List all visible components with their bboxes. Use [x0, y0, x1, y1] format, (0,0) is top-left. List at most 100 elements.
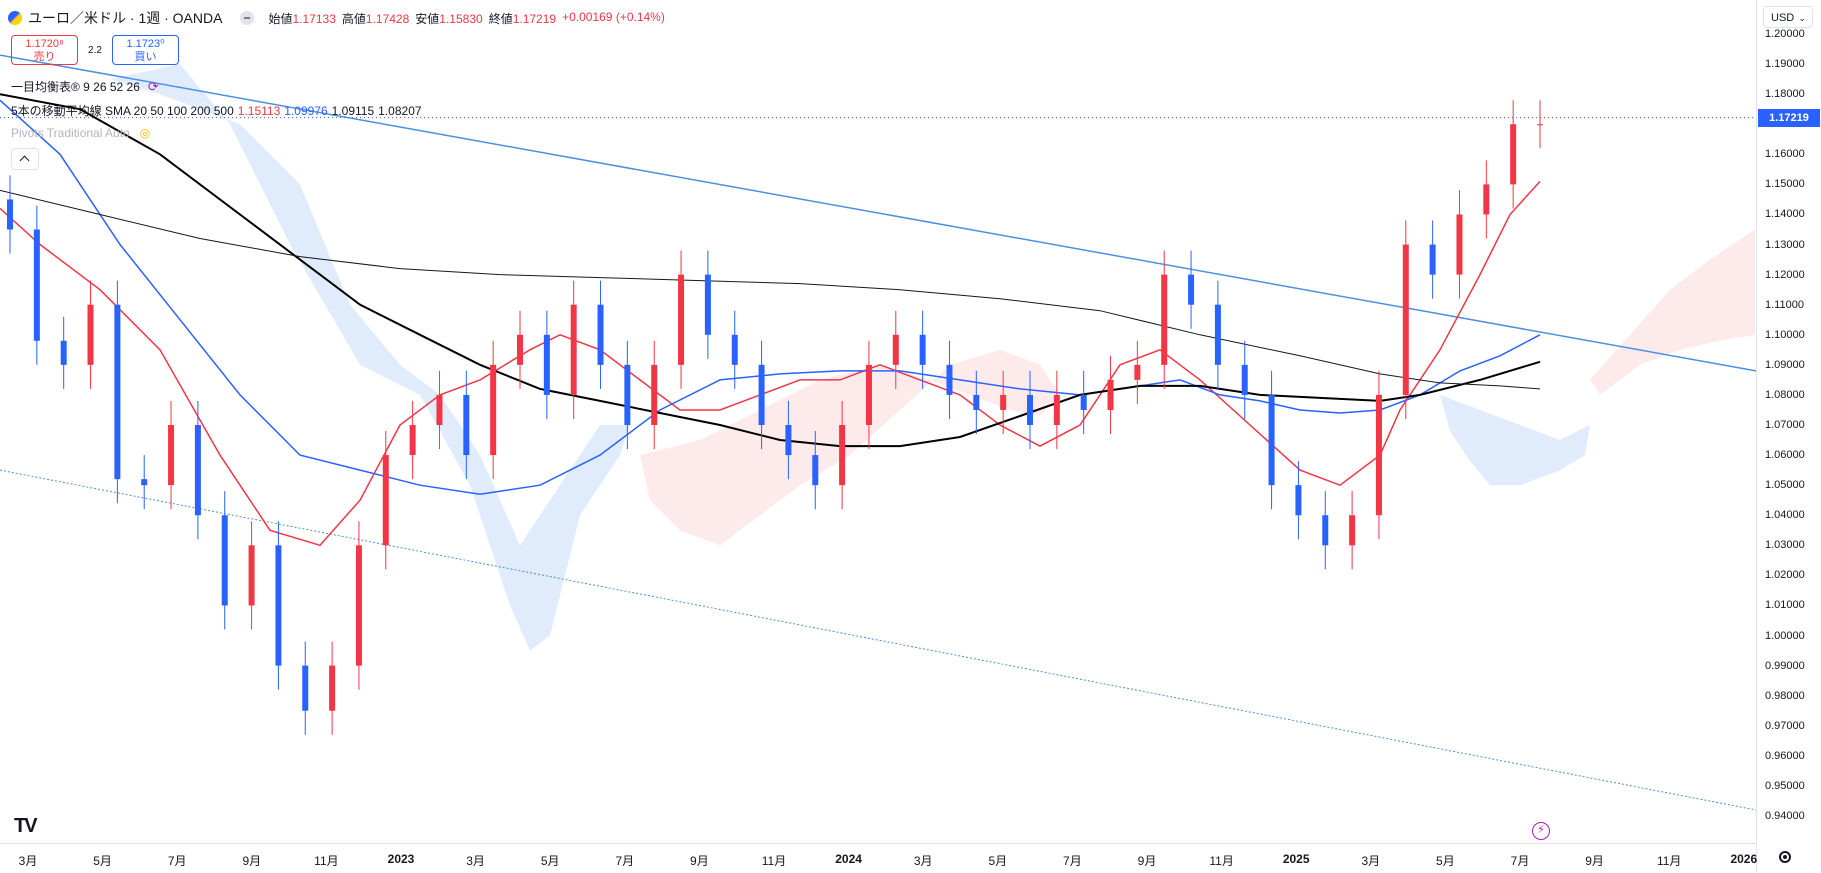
candle-body [946, 364, 953, 395]
candle-body [1188, 274, 1195, 305]
ichimoku-cloud-bull-2 [1440, 394, 1590, 486]
candle-body [60, 340, 67, 365]
sma100-value: 1.09115 [331, 103, 375, 118]
time-tick-label: 11月 [761, 854, 787, 868]
candle-body [1349, 515, 1356, 546]
minus-icon[interactable] [240, 11, 255, 25]
time-tick-label: 5月 [988, 854, 1008, 868]
price-tick-label: 1.00000 [1765, 629, 1805, 642]
candle-body [543, 334, 550, 395]
price-tick-label: 1.01000 [1765, 599, 1805, 612]
price-tick-label: 1.09000 [1765, 358, 1805, 371]
time-tick-label: 5月 [1436, 854, 1455, 868]
symbol-header: ユーロ／米ドル · 1週 · OANDA 始値1.17133 高値1.17428… [8, 8, 665, 28]
candle-body [1483, 184, 1490, 215]
candle-body [919, 334, 926, 365]
pivots-label: Pivots Traditional Auto [11, 126, 130, 140]
candle-body [597, 304, 604, 365]
eye-hidden-icon[interactable]: ◎ [139, 126, 151, 140]
candle-body [1107, 379, 1114, 410]
trendline-upper [0, 54, 1757, 372]
time-tick-label: 11月 [1209, 854, 1234, 868]
time-tick-label: 3月 [466, 854, 485, 868]
candle-body [168, 425, 175, 486]
indicator-sma[interactable]: 5本の移動平均線 SMA 20 50 100 200 500 1.15113 1… [11, 102, 422, 119]
candle-body [517, 334, 523, 365]
open-value: 1.17133 [292, 11, 336, 26]
price-tick-label: 1.05000 [1765, 479, 1805, 492]
refresh-icon[interactable]: ⟳ [147, 78, 159, 94]
currency-selector[interactable]: USD ⌄ [1763, 6, 1813, 28]
price-tick-label: 0.99000 [1765, 659, 1805, 672]
time-tick-label: 2023 [387, 852, 415, 866]
candle-body [114, 304, 121, 480]
price-tick-label: 1.06000 [1765, 449, 1805, 462]
sma200-line [0, 189, 1541, 390]
ichimoku-cloud-bull [110, 64, 630, 651]
candle-body [785, 425, 792, 456]
indicator-ichimoku[interactable]: 一目均衡表® 9 26 52 26 ⟳ [11, 78, 159, 95]
indicator-pivots[interactable]: Pivots Traditional Auto ◎ [11, 126, 150, 140]
price-tick-label: 1.12000 [1765, 268, 1805, 281]
candle-body [704, 274, 711, 335]
sma20-value: 1.15113 [237, 103, 281, 118]
candle-body [973, 394, 980, 410]
time-tick-label: 3月 [1361, 854, 1381, 868]
time-tick-label: 9月 [690, 854, 709, 868]
candle-body [409, 425, 416, 456]
spread-value: 2.2 [88, 44, 102, 56]
price-tick-label: 0.96000 [1765, 749, 1805, 762]
candle-body [1214, 304, 1221, 365]
candle-body [329, 665, 336, 711]
candle-body [141, 479, 148, 486]
price-tick-label: 1.02000 [1765, 569, 1805, 582]
high-label: 高値 [341, 11, 366, 26]
candle-body [7, 199, 13, 230]
time-tick-label: 11月 [1656, 854, 1682, 868]
price-tick-label: 0.97000 [1765, 719, 1805, 732]
candle-body [1161, 274, 1168, 365]
tradingview-logo[interactable]: TV [14, 815, 38, 837]
candle-body [1456, 214, 1463, 275]
time-tick-label: 11月 [314, 854, 339, 868]
ichimoku-cloud-bear [640, 349, 1060, 546]
time-tick-label: 7月 [1510, 854, 1530, 868]
candle-body [624, 364, 631, 425]
buy-button[interactable]: 1.1723⁰ 買い [112, 35, 179, 65]
price-tick-label: 1.13000 [1765, 238, 1805, 251]
close-value: 1.17219 [512, 11, 557, 26]
eur-flag-icon [8, 11, 22, 25]
price-tick-label: 0.94000 [1765, 810, 1805, 822]
price-tick-label: 1.08000 [1765, 388, 1805, 401]
time-tick-label: 2024 [835, 852, 862, 866]
candle-body [1000, 394, 1007, 410]
time-tick-label: 2025 [1282, 852, 1310, 866]
collapse-indicators-button[interactable] [11, 148, 39, 170]
high-value: 1.17428 [365, 11, 410, 26]
price-axis[interactable]: USD ⌄ 1.200001.190001.180001.170001.1600… [1756, 0, 1821, 872]
last-price-tag: 1.17219 [1758, 108, 1820, 127]
low-label: 安値 [415, 11, 440, 26]
candle-body [731, 334, 738, 365]
gear-icon[interactable] [1779, 851, 1791, 863]
symbol-title[interactable]: ユーロ／米ドル · 1週 · OANDA [28, 10, 223, 26]
sell-button[interactable]: 1.1720⁸ 売り [11, 35, 78, 65]
time-axis[interactable]: 3月 5月 7月 9月 11月 2023 3月 5月 7月 9月 11月 2024 3月 5月 7月 9月 11… [0, 843, 1757, 873]
price-tick-label: 0.95000 [1765, 779, 1805, 792]
sma200-value: 1.08207 [378, 103, 422, 118]
low-value: 1.15830 [439, 11, 483, 26]
trade-buttons: 1.1720⁸ 売り 2.2 1.1723⁰ 買い [11, 35, 179, 65]
price-tick-label: 1.10000 [1765, 328, 1805, 341]
currency-label: USD [1771, 12, 1795, 24]
chart-area[interactable] [0, 0, 1757, 843]
price-tick-label: 1.04000 [1765, 509, 1805, 522]
candle-body [33, 229, 40, 341]
chart-canvas[interactable] [0, 0, 1757, 843]
sma-label: 5本の移動平均線 SMA 20 50 100 200 500 [11, 104, 234, 118]
bolt-icon[interactable]: ⚡ [1532, 822, 1550, 840]
time-tick-label: 3月 [913, 854, 933, 868]
price-tick-label: 1.11000 [1765, 298, 1804, 311]
candle-body [1027, 394, 1033, 425]
candle-body [1268, 394, 1275, 486]
candle-body [839, 425, 846, 486]
